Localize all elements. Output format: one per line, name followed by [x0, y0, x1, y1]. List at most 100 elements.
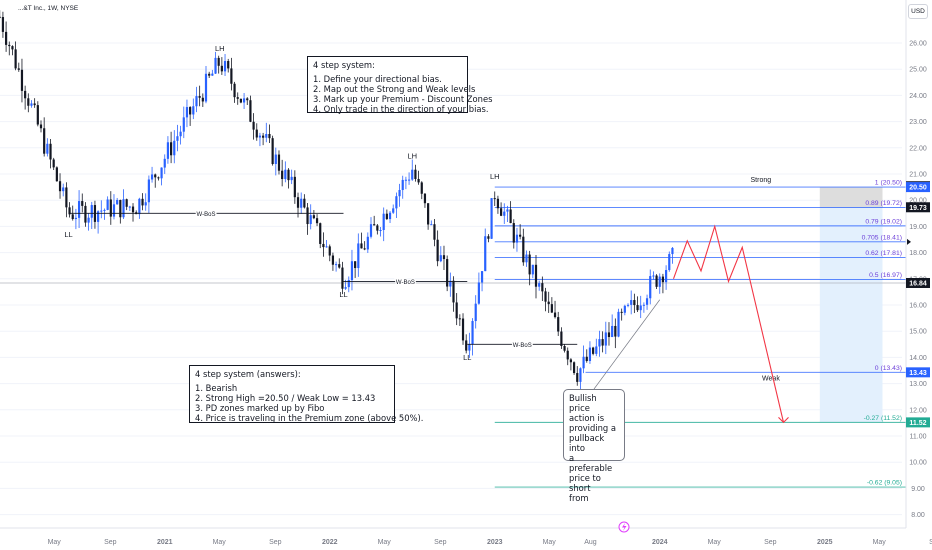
candle-body	[112, 204, 116, 217]
candle-body	[312, 215, 315, 219]
candle-body	[106, 199, 109, 210]
candle-body	[230, 68, 233, 84]
candle-body	[169, 142, 173, 156]
candle-body	[246, 98, 249, 101]
candle-body	[350, 261, 354, 281]
structure-label: LH	[490, 172, 500, 181]
candle-body	[281, 170, 284, 180]
system-note-line: 3. Mark up your Premium - Discount Zones	[313, 94, 493, 104]
candle-body	[125, 199, 128, 207]
price-tick: 12.00	[909, 407, 927, 414]
candle-body	[614, 325, 617, 337]
candle-body	[480, 271, 484, 283]
candle-body	[461, 318, 465, 341]
price-tick: 25.00	[909, 67, 927, 74]
callout-line: action is	[569, 413, 605, 423]
candle-body	[185, 107, 189, 118]
candle-body	[271, 138, 274, 165]
candle-body	[4, 31, 8, 45]
price-tick: 20.00	[909, 198, 927, 205]
candle-body	[128, 206, 131, 208]
time-tick: May	[543, 539, 557, 546]
candle-body	[623, 305, 626, 313]
candle-body	[334, 264, 338, 266]
price-badge	[906, 417, 930, 428]
system-note-line: 2. Map out the Strong and Weak levels	[313, 84, 476, 94]
candle-body	[588, 347, 592, 361]
time-tick: May	[213, 539, 227, 546]
candle-body	[293, 176, 296, 198]
price-badge-text: 11.52	[909, 420, 926, 427]
candle-body	[27, 98, 30, 106]
axis-arrow-icon	[907, 238, 911, 245]
candle-body	[144, 202, 147, 206]
candle-body	[541, 283, 544, 292]
candle-body	[52, 159, 55, 168]
candle-body	[649, 276, 652, 299]
candle-body	[325, 246, 328, 248]
candle-body	[81, 201, 84, 206]
candle-body	[446, 259, 449, 287]
time-tick: Sep	[929, 539, 932, 546]
chart-grid	[0, 42, 902, 516]
answers-note-line: 4. Price is traveling in the Premium zon…	[195, 413, 424, 423]
candle-body	[411, 169, 414, 180]
answers-note[interactable]: 4 step system (answers): 1. Bearish 2. S…	[189, 365, 424, 423]
candle-body	[417, 178, 420, 183]
candle-body	[122, 199, 125, 218]
fib-level-label: -0.27 (11.52)	[864, 415, 902, 422]
candle-body	[322, 243, 325, 248]
candle-body	[277, 154, 281, 171]
candle-body	[566, 350, 569, 360]
fib-level-label: 0.705 (18.41)	[862, 234, 902, 241]
price-tick: 24.00	[909, 93, 927, 100]
candle-body	[204, 73, 208, 102]
price-tick: 22.00	[909, 145, 927, 152]
candle-body	[598, 339, 601, 347]
candle-body	[664, 270, 668, 283]
candle-body	[141, 198, 144, 206]
currency-button[interactable]: USD	[908, 4, 928, 19]
candle-body	[116, 199, 119, 205]
candle-body	[242, 98, 246, 103]
candle-body	[414, 169, 417, 179]
candle-body	[0, 16, 1, 18]
candle-body	[268, 133, 271, 139]
projection-path	[672, 224, 785, 423]
candle-body	[553, 312, 557, 318]
candle-body	[452, 280, 455, 303]
candle-body	[14, 49, 17, 69]
annotations: LH LL LH LL LH LL W-BoS W-BoS W-BoS	[64, 44, 789, 424]
price-tick: 11.00	[910, 434, 927, 441]
candle-body	[528, 254, 531, 275]
candle-body	[296, 197, 300, 208]
time-tick: 2021	[157, 539, 173, 546]
candle-body	[423, 193, 427, 204]
candle-body	[420, 182, 423, 194]
candle-body	[357, 243, 360, 269]
candle-body	[344, 287, 347, 289]
candle-body	[547, 301, 550, 305]
system-note[interactable]: 4 step system: 1. Define your directiona…	[307, 56, 493, 114]
candle-body	[506, 209, 509, 212]
candle-body	[604, 332, 607, 346]
price-badge-text: 19.73	[909, 205, 927, 212]
time-tick: Sep	[434, 539, 447, 546]
structure-label: LL	[339, 290, 347, 299]
candle-body	[503, 211, 506, 216]
candle-body	[395, 196, 398, 209]
candle-body	[90, 205, 93, 218]
candle-body	[407, 179, 411, 181]
bullish-pullback-callout[interactable]: Bullish price action is providing a pull…	[563, 389, 625, 503]
candle-body	[458, 318, 461, 320]
candle-body	[534, 264, 538, 287]
candle-body	[287, 169, 290, 181]
system-note-line: 4. Only trade in the direction of your b…	[313, 104, 489, 114]
strong-label: Strong	[751, 177, 772, 184]
candle-body	[560, 331, 563, 347]
candle-body	[474, 303, 477, 322]
candle-body	[487, 236, 490, 239]
structure-label: LL	[463, 353, 471, 362]
candle-body	[633, 300, 636, 306]
